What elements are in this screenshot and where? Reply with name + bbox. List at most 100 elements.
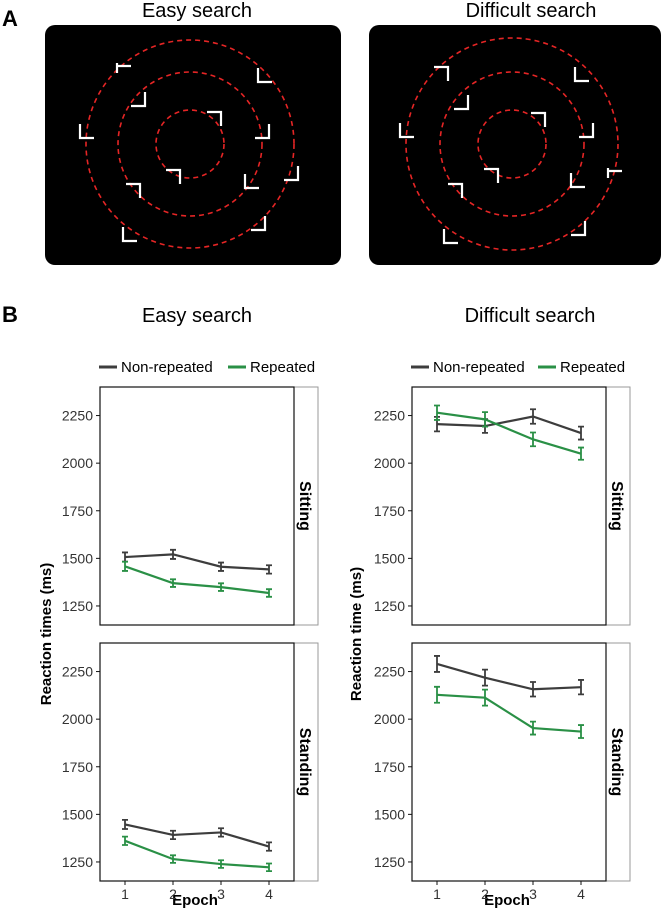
series-line-repeated <box>436 411 582 455</box>
legend-easy: Non-repeated Repeated <box>99 359 315 376</box>
plot-frame <box>99 642 295 882</box>
distractor-l-item <box>573 67 589 83</box>
plot-frame <box>411 386 607 626</box>
strip-label-standing: Standing <box>608 728 625 796</box>
y-tick-label: 1250 <box>62 598 93 614</box>
y-tick-label: 2250 <box>62 408 93 424</box>
y-tick-label: 1500 <box>374 806 405 822</box>
x-axis-label-left: Epoch <box>172 892 218 909</box>
line-plots: 1250 1500 1750 2000 2250 1250 1500 1750 2000 2250… <box>62 386 607 902</box>
display-background <box>369 25 661 265</box>
x-tick-label: 3 <box>529 886 537 902</box>
error-bar <box>218 859 224 869</box>
distractor-l-item <box>442 229 458 245</box>
legend-label-repeated: Repeated <box>560 359 625 376</box>
legend-label-non-repeated: Non-repeated <box>121 359 213 376</box>
distractor-l-item <box>256 68 272 84</box>
series-line-repeated <box>124 565 270 595</box>
distractor-l-item <box>284 166 300 182</box>
distractor-l-item <box>207 110 223 126</box>
x-tick-label: 2 <box>169 886 177 902</box>
y-tick-label: 1750 <box>62 759 93 775</box>
strip-label-sitting: Sitting <box>608 481 625 531</box>
strip-box <box>293 642 319 882</box>
error-bar <box>530 681 536 698</box>
distractor-l-item <box>484 167 500 183</box>
error-bar <box>530 720 536 736</box>
facet-strips: Sitting Standing Sitting Standing <box>293 386 631 882</box>
legend-label-non-repeated: Non-repeated <box>433 359 525 376</box>
display-rings <box>405 37 619 251</box>
distractor-l-item <box>398 123 414 139</box>
series-line-non-repeated <box>124 553 270 571</box>
series-line-non-repeated <box>436 415 582 435</box>
distractor-l-item <box>243 174 259 190</box>
display-title-easy: Easy search <box>142 0 252 22</box>
y-tick-label: 1250 <box>62 854 93 870</box>
distractor-l-item <box>448 182 464 198</box>
line-plot-difficult-search-standing: 1250 1500 1750 2000 2250 1 2 3 4 <box>374 642 607 902</box>
line-plot-difficult-search-sitting: 1250 1500 1750 2000 2250 <box>374 386 607 626</box>
x-tick-label: 1 <box>121 886 129 902</box>
error-bar <box>170 578 176 588</box>
legend-difficult: Non-repeated Repeated <box>411 359 625 376</box>
x-axis-label-right: Epoch <box>484 892 530 909</box>
error-bar <box>170 548 176 560</box>
line-plot-easy-search-sitting: 1250 1500 1750 2000 2250 <box>62 386 295 626</box>
y-tick-label: 1500 <box>62 550 93 566</box>
y-tick-label: 2250 <box>374 408 405 424</box>
x-tick-label: 4 <box>577 886 585 902</box>
y-axis-label-right: Reaction time (ms) <box>348 567 365 701</box>
y-tick-label: 1250 <box>374 598 405 614</box>
display-title-difficult: Difficult search <box>466 0 597 22</box>
display-items <box>398 65 622 245</box>
x-tick-label: 4 <box>265 886 273 902</box>
panel-b-letter: B <box>2 302 18 327</box>
distractor-l-item <box>255 124 271 140</box>
y-tick-label: 1250 <box>374 854 405 870</box>
error-bar <box>482 411 488 428</box>
distractor-l-item <box>579 123 595 139</box>
error-bar <box>218 582 224 592</box>
error-bar <box>578 679 584 696</box>
strip-box <box>293 386 319 626</box>
column-title-easy: Easy search <box>142 305 252 327</box>
distractor-l-item <box>126 182 142 198</box>
y-tick-label: 1750 <box>374 759 405 775</box>
distractor-l-item <box>531 111 547 127</box>
error-bar <box>578 724 584 739</box>
y-tick-label: 2250 <box>374 664 405 680</box>
error-bar <box>434 404 440 421</box>
plot-frame <box>99 386 295 626</box>
panel-a-letter: A <box>2 6 18 31</box>
error-bar <box>482 688 488 707</box>
series-line-repeated <box>436 693 582 733</box>
error-bar <box>578 425 584 441</box>
distractor-l-item <box>251 216 267 232</box>
line-plot-easy-search-standing: 1250 1500 1750 2000 2250 1 2 3 4 <box>62 642 295 902</box>
y-tick-label: 1750 <box>374 503 405 519</box>
target-t-item <box>606 168 622 178</box>
distractor-l-item <box>78 124 94 140</box>
error-bar <box>530 431 536 448</box>
error-bar <box>530 408 536 425</box>
strip-label-sitting: Sitting <box>296 481 313 531</box>
distractor-l-item <box>571 221 587 237</box>
y-axis-label-left: Reaction times (ms) <box>38 563 55 706</box>
distractor-l-item <box>121 227 137 243</box>
x-tick-label: 2 <box>481 886 489 902</box>
error-bar <box>434 655 440 673</box>
error-bar <box>218 827 224 838</box>
y-tick-label: 1500 <box>374 550 405 566</box>
display-background <box>45 25 341 265</box>
plot-frame <box>411 642 607 882</box>
y-tick-label: 2000 <box>62 711 93 727</box>
error-bar <box>122 560 128 572</box>
y-tick-label: 1750 <box>62 503 93 519</box>
x-tick-label: 1 <box>433 886 441 902</box>
strip-box <box>605 642 631 882</box>
display-rings <box>85 39 295 249</box>
y-tick-label: 2000 <box>374 455 405 471</box>
distractor-l-item <box>454 95 470 111</box>
error-bar <box>266 588 272 598</box>
